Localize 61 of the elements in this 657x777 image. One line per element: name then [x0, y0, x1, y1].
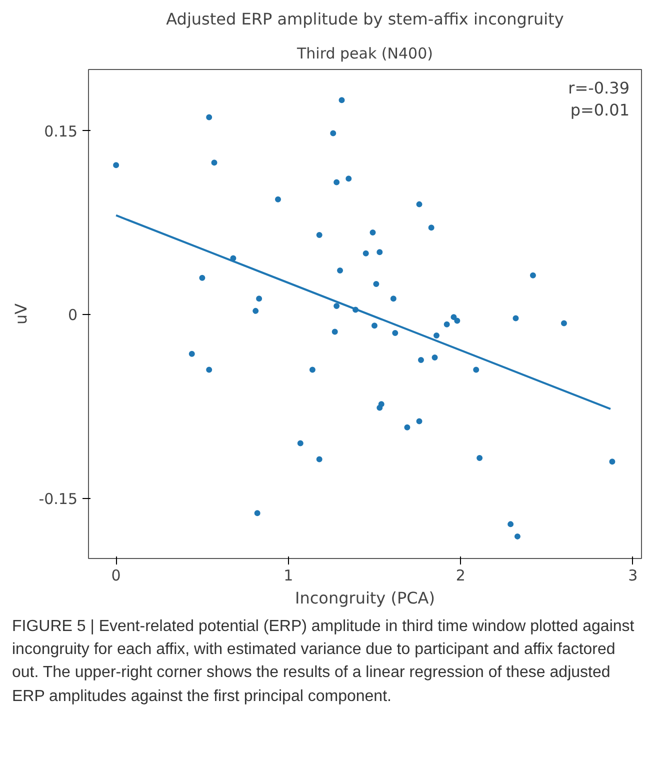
point: [332, 328, 338, 335]
point: [433, 332, 440, 338]
x-tick-label: 3: [628, 566, 638, 584]
point: [316, 456, 322, 462]
x-tick-label: 1: [284, 566, 294, 584]
point: [362, 250, 369, 256]
point: [432, 354, 438, 361]
point: [275, 196, 281, 202]
x-tick-label: 0: [111, 566, 121, 584]
point: [560, 320, 567, 326]
point: [609, 458, 616, 465]
point: [370, 230, 376, 236]
point: [256, 296, 262, 302]
point: [337, 267, 344, 274]
point: [444, 321, 450, 328]
point: [508, 521, 514, 528]
point: [334, 303, 340, 310]
point: [416, 201, 422, 208]
point: [371, 322, 378, 329]
point: [188, 350, 195, 357]
y-tick-label: -0.15: [38, 490, 78, 508]
x-tick-label: 2: [456, 566, 466, 584]
point: [297, 440, 304, 446]
point: [254, 510, 260, 516]
point: [404, 424, 410, 430]
point: [113, 162, 120, 168]
annotation: r=-0.39: [568, 78, 630, 98]
x-axis-title: Incongruity (PCA): [295, 588, 435, 608]
chart-subtitle: Third peak (N400): [296, 44, 433, 62]
caption: FIGURE 5 | Event-related potential (ERP) amplitude in third time window plotted against incongruity for each affix, with estimated variance due to participant and affix factored out. The upper-right corner shows the results of a linear regression of these adjusted ERP amplitudes against the first principal component.: [12, 617, 636, 707]
point: [512, 315, 519, 322]
point: [346, 176, 352, 182]
annotation: p=0.01: [570, 100, 630, 120]
point: [334, 179, 340, 186]
point: [330, 130, 336, 136]
point: [428, 224, 434, 231]
point: [338, 97, 345, 104]
point: [252, 308, 259, 314]
point: [206, 366, 212, 373]
point: [454, 318, 460, 324]
point: [416, 418, 422, 424]
point: [373, 280, 380, 287]
point: [476, 455, 483, 461]
point: [392, 330, 398, 336]
point: [530, 272, 536, 278]
point: [514, 533, 520, 540]
y-tick-label: 0.15: [44, 122, 78, 140]
point: [450, 314, 457, 320]
point: [390, 296, 396, 302]
point: [316, 232, 322, 238]
point: [211, 160, 218, 166]
chart-title: Adjusted ERP amplitude by stem-affix incongruity: [166, 10, 564, 28]
point: [206, 114, 212, 120]
point: [309, 366, 316, 373]
y-axis-title: uV: [12, 303, 31, 325]
point: [376, 249, 383, 256]
y-tick-label: 0: [68, 306, 78, 324]
point: [473, 366, 480, 373]
point: [199, 274, 206, 281]
point: [418, 356, 424, 363]
point: [376, 404, 383, 411]
